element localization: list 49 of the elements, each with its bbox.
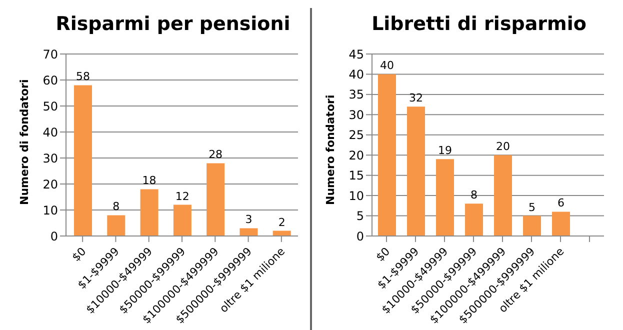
y-tick-label: 70 [42, 47, 58, 62]
bar [74, 85, 92, 236]
y-tick-label: 5 [356, 209, 364, 224]
y-tick-label: 40 [42, 125, 58, 140]
data-label: 2 [278, 216, 286, 229]
bar [173, 204, 192, 236]
y-tick-label: 25 [348, 128, 364, 142]
bar [494, 155, 512, 236]
data-label: 8 [112, 200, 120, 214]
bar [240, 228, 258, 236]
y-tick-label: 30 [42, 151, 58, 166]
y-axis-title: Numero fondatori [324, 94, 337, 205]
data-label: 18 [142, 174, 156, 188]
data-label: 32 [409, 92, 423, 105]
data-label: 28 [208, 148, 223, 162]
data-label: 20 [496, 140, 510, 154]
bar [378, 74, 396, 236]
data-label: 40 [380, 59, 394, 72]
y-tick-label: 50 [42, 99, 58, 114]
data-label: 58 [76, 70, 90, 84]
y-tick-label: 60 [42, 73, 58, 88]
y-tick-label: 0 [356, 229, 364, 244]
data-label: 3 [245, 213, 252, 226]
bar [436, 159, 454, 236]
data-label: 12 [175, 190, 190, 203]
bar [206, 163, 225, 236]
data-label: 6 [558, 196, 564, 210]
bar [465, 204, 483, 236]
data-label: 19 [438, 144, 452, 158]
chart-title: Risparmi per pensioni [54, 12, 292, 37]
bar [407, 106, 425, 236]
y-tick-label: 10 [42, 203, 58, 218]
y-tick-label: 0 [50, 229, 58, 244]
data-label: 8 [470, 188, 478, 202]
y-tick-label: 35 [348, 88, 364, 102]
chart-title: Libretti di risparmio [370, 12, 588, 37]
y-tick-label: 10 [348, 188, 364, 203]
bar [107, 215, 126, 236]
y-axis-title: Numero di fondatori [18, 79, 31, 205]
y-tick-label: 15 [348, 168, 364, 183]
y-tick-label: 20 [42, 177, 58, 192]
bar [552, 212, 570, 236]
bar [140, 189, 158, 236]
y-tick-label: 45 [348, 47, 364, 62]
y-tick-label: 20 [348, 148, 364, 162]
bar [523, 216, 541, 236]
y-tick-label: 40 [348, 67, 364, 82]
y-tick-label: 30 [348, 108, 364, 122]
data-label: 5 [528, 200, 536, 214]
